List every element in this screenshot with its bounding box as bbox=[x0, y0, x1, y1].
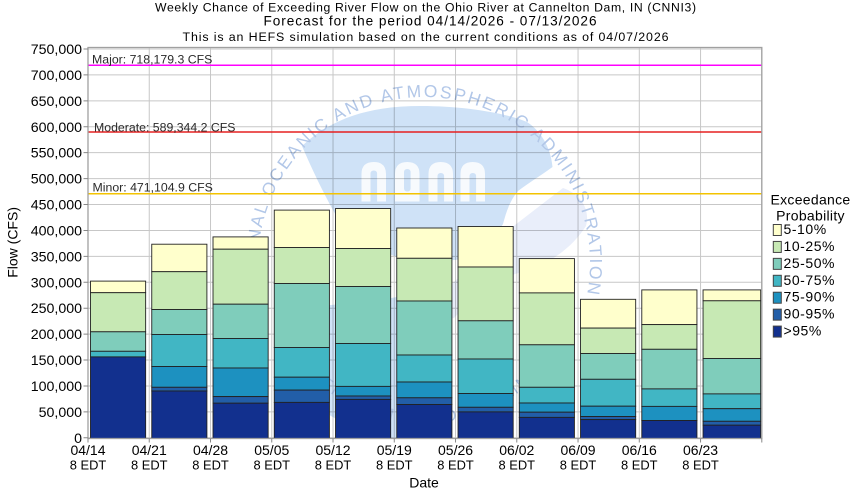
svg-text:8 EDT: 8 EDT bbox=[437, 458, 474, 473]
svg-text:750,000: 750,000 bbox=[31, 42, 82, 58]
svg-text:50-75%: 50-75% bbox=[784, 272, 836, 288]
svg-text:Major: 718,179.3 CFS: Major: 718,179.3 CFS bbox=[92, 53, 212, 67]
svg-text:Probability: Probability bbox=[776, 208, 845, 224]
svg-text:5-10%: 5-10% bbox=[784, 221, 827, 237]
svg-text:8 EDT: 8 EDT bbox=[621, 458, 658, 473]
svg-text:This is an HEFS simulation bas: This is an HEFS simulation based on the … bbox=[183, 30, 669, 44]
svg-text:Forecast for the period 04/14/: Forecast for the period 04/14/2026 - 07/… bbox=[264, 14, 597, 29]
svg-text:90-95%: 90-95% bbox=[784, 306, 836, 322]
svg-text:8 EDT: 8 EDT bbox=[192, 458, 229, 473]
svg-text:10-25%: 10-25% bbox=[784, 238, 836, 254]
svg-text:8 EDT: 8 EDT bbox=[253, 458, 290, 473]
svg-text:05/05: 05/05 bbox=[254, 442, 289, 458]
svg-text:04/28: 04/28 bbox=[193, 442, 228, 458]
svg-text:Weekly Chance of Exceeding Riv: Weekly Chance of Exceeding River Flow on… bbox=[155, 1, 696, 15]
svg-text:05/26: 05/26 bbox=[438, 442, 473, 458]
svg-text:600,000: 600,000 bbox=[31, 120, 82, 136]
svg-text:8 EDT: 8 EDT bbox=[376, 458, 413, 473]
svg-text:8 EDT: 8 EDT bbox=[499, 458, 536, 473]
svg-text:8 EDT: 8 EDT bbox=[70, 458, 107, 473]
svg-text:06/16: 06/16 bbox=[622, 442, 657, 458]
svg-text:8 EDT: 8 EDT bbox=[315, 458, 352, 473]
svg-text:550,000: 550,000 bbox=[31, 146, 82, 162]
svg-text:500,000: 500,000 bbox=[31, 172, 82, 188]
svg-text:75-90%: 75-90% bbox=[784, 289, 836, 305]
svg-text:Flow (CFS): Flow (CFS) bbox=[5, 207, 21, 278]
svg-text:250,000: 250,000 bbox=[31, 301, 82, 317]
svg-text:8 EDT: 8 EDT bbox=[682, 458, 719, 473]
svg-text:50,000: 50,000 bbox=[39, 405, 83, 421]
svg-text:05/12: 05/12 bbox=[315, 442, 350, 458]
svg-text:>95%: >95% bbox=[784, 323, 822, 339]
svg-text:06/23: 06/23 bbox=[683, 442, 718, 458]
svg-text:Date: Date bbox=[409, 475, 439, 491]
svg-text:100,000: 100,000 bbox=[31, 379, 82, 395]
svg-text:8 EDT: 8 EDT bbox=[560, 458, 597, 473]
svg-text:700,000: 700,000 bbox=[31, 68, 82, 84]
svg-text:04/21: 04/21 bbox=[132, 442, 167, 458]
svg-text:Exceedance: Exceedance bbox=[770, 192, 850, 208]
svg-text:200,000: 200,000 bbox=[31, 327, 82, 343]
svg-text:400,000: 400,000 bbox=[31, 223, 82, 239]
svg-text:8 EDT: 8 EDT bbox=[131, 458, 168, 473]
svg-text:150,000: 150,000 bbox=[31, 353, 82, 369]
svg-text:Moderate: 589,344.2 CFS: Moderate: 589,344.2 CFS bbox=[94, 121, 236, 135]
svg-text:25-50%: 25-50% bbox=[784, 255, 836, 271]
svg-text:350,000: 350,000 bbox=[31, 249, 82, 265]
svg-text:0: 0 bbox=[74, 431, 82, 447]
svg-text:Minor: 471,104.9 CFS: Minor: 471,104.9 CFS bbox=[93, 181, 213, 195]
svg-text:04/14: 04/14 bbox=[70, 442, 105, 458]
svg-text:450,000: 450,000 bbox=[31, 198, 82, 214]
svg-text:06/02: 06/02 bbox=[499, 442, 534, 458]
svg-text:06/09: 06/09 bbox=[561, 442, 596, 458]
svg-text:300,000: 300,000 bbox=[31, 275, 82, 291]
svg-text:650,000: 650,000 bbox=[31, 94, 82, 110]
svg-text:05/19: 05/19 bbox=[377, 442, 412, 458]
